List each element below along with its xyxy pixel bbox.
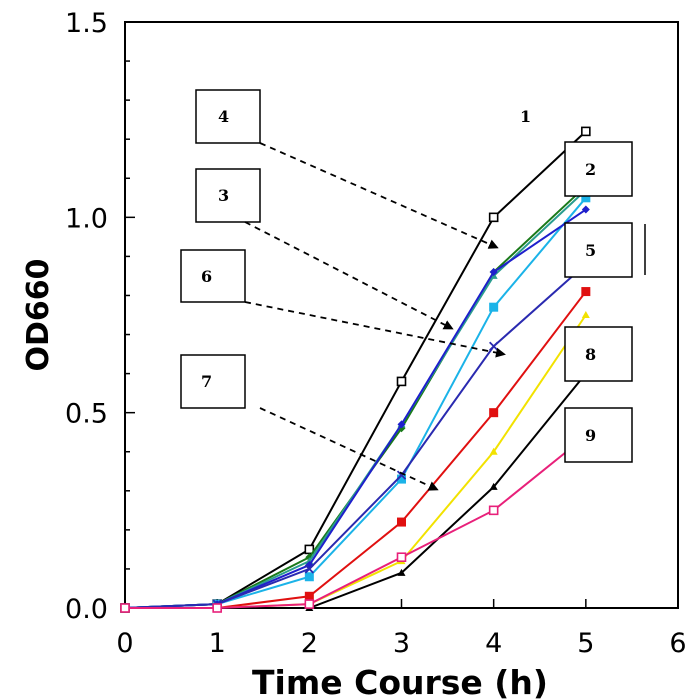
data-point xyxy=(397,474,406,484)
data-point xyxy=(489,408,499,418)
data-point xyxy=(212,603,222,613)
data-point xyxy=(581,311,590,318)
data-point xyxy=(489,482,498,490)
x-tick-label: 4 xyxy=(485,628,502,659)
data-point xyxy=(120,603,130,613)
x-tick-label: 3 xyxy=(393,628,410,659)
data-point xyxy=(489,447,498,455)
annotation-box-6-label: 6 xyxy=(201,267,212,286)
y-tick-label: 0.0 xyxy=(65,594,108,625)
data-point xyxy=(489,341,499,351)
data-point xyxy=(397,517,406,527)
data-point xyxy=(581,126,591,137)
x-tick-label: 1 xyxy=(209,628,226,659)
annotation-box-9-label: 9 xyxy=(585,426,596,445)
series-line xyxy=(125,435,587,609)
data-point xyxy=(581,205,590,214)
data-point xyxy=(304,564,314,574)
x-tick-label: 2 xyxy=(301,628,318,659)
axis-tick-labels: 0 1 2 3 4 5 6 0.0 0.5 1.0 1.5 xyxy=(65,8,687,659)
annotation-box-3-label: 3 xyxy=(218,186,229,205)
annotation-box-6: 6 xyxy=(180,249,246,303)
x-axis-title: Time Course (h) xyxy=(252,663,548,700)
annotation-box-2-label: 2 xyxy=(585,160,596,179)
data-point xyxy=(396,376,407,387)
annotation-box-8: 8 xyxy=(564,326,633,382)
data-point xyxy=(396,470,407,480)
y-axis-title: OD660 xyxy=(21,258,56,371)
series-line xyxy=(125,290,587,609)
arrow-box-3 xyxy=(244,221,454,330)
data-point xyxy=(488,505,499,516)
annotation-box-7-label: 7 xyxy=(201,372,212,391)
annotation-box-3: 3 xyxy=(195,168,261,223)
arrow-box-4 xyxy=(259,142,499,249)
y-tick-label: 1.5 xyxy=(65,8,108,39)
series-group xyxy=(120,126,591,613)
annotation-box-4-label: 4 xyxy=(218,107,229,126)
data-point xyxy=(397,568,406,576)
data-point xyxy=(396,552,407,563)
annotation-box-4: 4 xyxy=(195,89,261,144)
data-point xyxy=(581,287,591,297)
data-point xyxy=(581,193,591,203)
x-tick-label: 5 xyxy=(577,628,594,659)
data-point xyxy=(304,591,314,601)
axis-ticks xyxy=(124,21,679,609)
data-point xyxy=(397,420,406,429)
annotation-label-1: 1 xyxy=(520,107,531,126)
y-tick-label: 1.0 xyxy=(65,203,108,234)
data-point xyxy=(304,599,315,609)
annotation-box-5: 5 xyxy=(564,222,633,278)
annotation-box-2: 2 xyxy=(564,141,633,197)
data-point xyxy=(488,212,499,223)
y-tick-label: 0.5 xyxy=(65,399,108,430)
series-line xyxy=(124,263,587,609)
annotation-box-5-label: 5 xyxy=(585,241,596,260)
arrow-box-6 xyxy=(244,301,506,358)
annotation-box-7: 7 xyxy=(180,354,246,409)
annotation-layer: 4 3 6 7 2 5 8 9 xyxy=(180,89,646,491)
annotation-box-9: 9 xyxy=(564,407,633,463)
data-point xyxy=(304,572,314,582)
data-point xyxy=(489,302,499,312)
annotation-box-8-label: 8 xyxy=(585,345,596,364)
x-tick-label: 0 xyxy=(116,628,133,659)
data-point xyxy=(489,268,498,277)
series-7 xyxy=(120,287,591,613)
x-tick-label: 6 xyxy=(669,628,686,659)
